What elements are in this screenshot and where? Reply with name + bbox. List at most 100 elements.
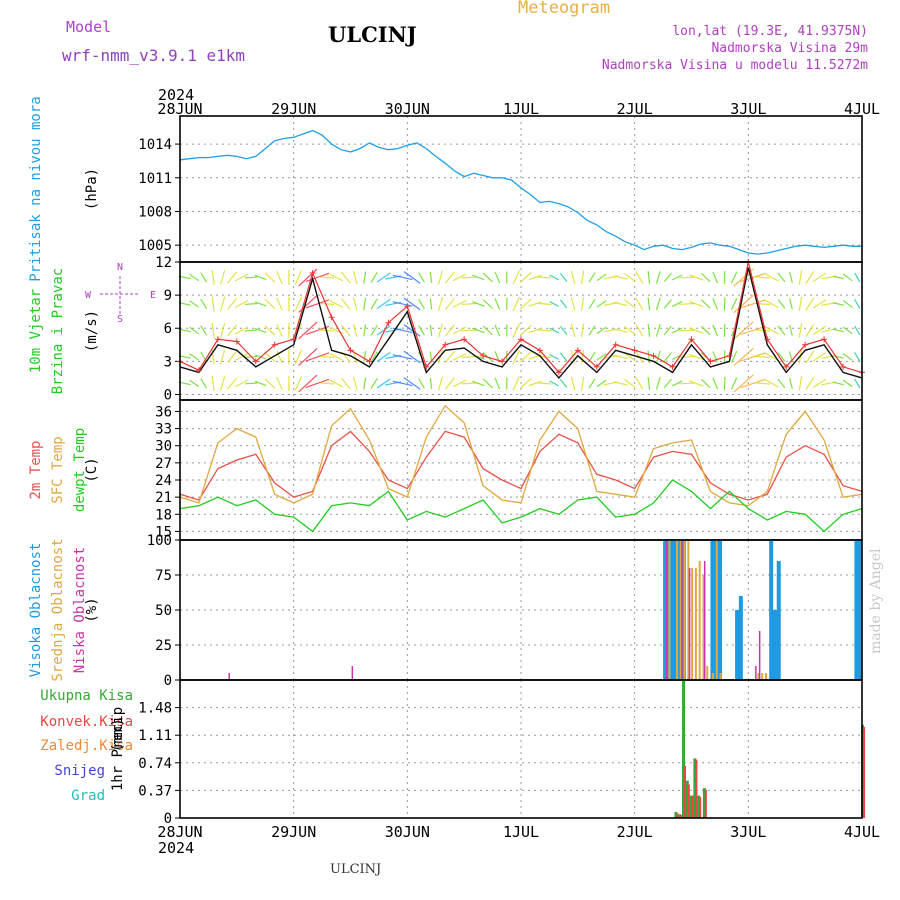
precip-bar [678, 814, 682, 818]
wind-gust-point [726, 352, 733, 359]
wind-vector [730, 377, 738, 390]
wind-vector [624, 272, 636, 282]
cloud-bar [663, 540, 668, 680]
wind-vector [854, 299, 861, 309]
wind-vector [245, 276, 258, 279]
wind-vector [832, 275, 844, 280]
precip-bar [695, 759, 698, 818]
wind-vector [559, 352, 568, 362]
cloud-bar [769, 540, 774, 680]
compass-cross [100, 276, 140, 314]
wind-vector [329, 273, 343, 282]
wind-gust-point [480, 352, 487, 359]
wind-vector [298, 268, 318, 287]
wind-vector [211, 375, 215, 392]
wind-vector [635, 377, 644, 390]
wind-vector [740, 325, 766, 336]
wind-vector [528, 301, 542, 307]
wind-vector [200, 351, 208, 363]
y-tick-label: 1.48 [138, 701, 172, 717]
wind-gust-point [347, 347, 354, 354]
wind-vector [672, 274, 683, 281]
wind-vector [341, 271, 351, 284]
wind-vector [200, 378, 208, 389]
wind-vector [812, 352, 827, 362]
wind-gust-point [764, 336, 771, 343]
wind-vector [842, 273, 853, 282]
cloud-bar [719, 673, 722, 680]
wind-vector [655, 324, 661, 337]
wind-vector [211, 296, 215, 312]
wind-vector [392, 354, 413, 360]
wind-vector [765, 299, 779, 309]
wind-vector [512, 376, 520, 391]
wind-vector [688, 353, 704, 361]
wind-vector [254, 327, 267, 334]
wind-vector [444, 377, 456, 390]
time-tick-top: 4JUL [844, 100, 880, 118]
y-tick-label: 0 [164, 811, 172, 827]
wind-vector [276, 297, 283, 311]
wind-vector [624, 352, 636, 362]
wind-vector [832, 355, 844, 359]
wind-vector [512, 323, 520, 338]
wind-vector [765, 273, 779, 282]
y-tick-label: 75 [155, 568, 172, 584]
wind-vector [765, 326, 779, 335]
wind-vector [647, 297, 651, 311]
precip-bar [702, 788, 706, 818]
wind-vector [528, 380, 542, 387]
wind-vector [570, 323, 576, 338]
time-tick-bottom: 29JUN [271, 823, 316, 841]
wind-vector [452, 326, 467, 335]
cloud-bar [738, 596, 743, 680]
precip-bar [676, 813, 679, 818]
wind-vector [754, 355, 771, 359]
cloud-bar [711, 673, 714, 680]
wind-vector [580, 350, 585, 364]
wind-vector [655, 297, 661, 311]
wind-gust-point [214, 336, 221, 343]
wind-vector [189, 379, 200, 388]
wind-vector [482, 325, 493, 336]
wind-gust-point [195, 367, 202, 374]
time-tick-bottom: 4JUL [844, 823, 880, 841]
wind-vector [596, 326, 607, 335]
y-tick-label: 21 [155, 490, 172, 506]
cloud-bar [757, 673, 760, 680]
wind-vector [254, 301, 267, 307]
time-tick-bottom: 1JUL [503, 823, 539, 841]
wind-vector [482, 272, 493, 283]
wind-vector [842, 353, 853, 361]
wind-vector [376, 325, 391, 336]
wind-vector [570, 350, 576, 364]
wind-vector [482, 299, 493, 309]
wind-vector [418, 325, 425, 336]
wind-vector [788, 271, 793, 284]
wind-vector [298, 321, 318, 340]
wind-vector [805, 271, 815, 284]
wind-vector [234, 326, 249, 335]
wind-vector [219, 269, 226, 285]
y-tick-label: 25 [155, 638, 172, 654]
y-tick-label: 3 [164, 354, 172, 370]
wind-vector [234, 273, 249, 282]
wind-vector [276, 350, 283, 364]
wind-vector [494, 377, 501, 390]
wind-gust-point [252, 358, 259, 365]
wind-vector [370, 351, 378, 363]
lonlat-text: lon,lat (19.3E, 41.9375N) [672, 24, 868, 39]
wind-vector [227, 297, 238, 310]
wind-vector [245, 329, 258, 332]
precip-bar [697, 795, 701, 818]
wind-vector [294, 296, 303, 312]
wind-vector [672, 300, 683, 307]
wind-vector [580, 323, 585, 338]
wind-vector [376, 351, 391, 362]
wind-vector [472, 301, 485, 307]
wind-vector [740, 299, 766, 309]
wind-gust-point [366, 358, 373, 365]
wind-vector [461, 276, 477, 279]
precip-bar [682, 680, 686, 818]
